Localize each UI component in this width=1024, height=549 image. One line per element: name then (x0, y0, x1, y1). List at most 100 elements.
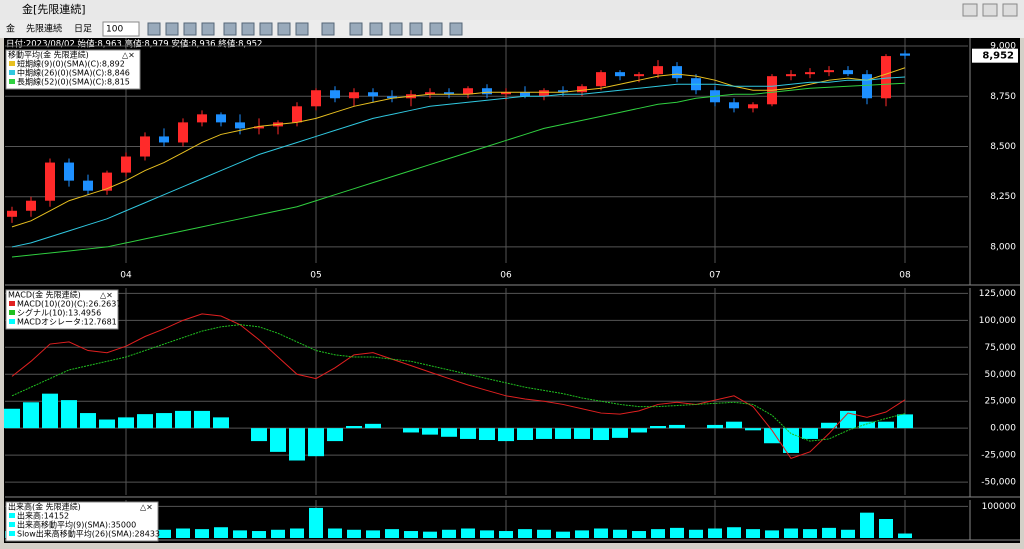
volume-bar (309, 507, 323, 538)
legend-swatch (9, 79, 15, 84)
oscillator-bar (726, 421, 742, 429)
count-value: 100 (106, 25, 123, 35)
volume-bar (328, 528, 342, 538)
oscillator-bar (631, 428, 647, 433)
candle-body (7, 210, 17, 217)
candle-body (482, 88, 492, 95)
oscillator-bar (42, 393, 58, 429)
x-tick-label: 05 (310, 271, 321, 281)
last-price-box (972, 48, 1018, 63)
minimize-button[interactable] (962, 3, 978, 17)
candle-body (83, 180, 93, 191)
oscillator-bar (878, 421, 894, 429)
oscillator-bar (118, 417, 134, 429)
series-line (11, 76, 906, 248)
y-tick-label: 0.000 (990, 424, 1016, 434)
oscillator-bar (346, 426, 362, 429)
legend-swatch (9, 531, 15, 536)
toolbar (0, 20, 1024, 38)
candle-body (748, 104, 758, 109)
volume-bar (670, 527, 684, 538)
volume-bar (860, 512, 874, 538)
legend-swatch (9, 522, 15, 527)
legend-close: △× (122, 51, 135, 60)
oscillator-bar (308, 428, 324, 457)
y-tick-label: 125,000 (979, 289, 1016, 299)
series-line (11, 82, 906, 258)
candle-body (45, 162, 55, 201)
oscillator-bar (213, 417, 229, 429)
oscillator-bar (859, 421, 875, 429)
count-input[interactable] (102, 21, 140, 37)
oscillator-bar (593, 428, 609, 441)
oscillator-bar (137, 414, 153, 429)
candle-body (292, 106, 302, 123)
chart-background (4, 38, 1020, 543)
candle-body (577, 86, 587, 93)
legend-entry: シグナル(10):13.4956 (17, 308, 101, 318)
y-tick-label: 8,000 (990, 242, 1016, 252)
legend-swatch (9, 513, 15, 518)
volume-bar (708, 528, 722, 538)
oscillator-bar (802, 428, 818, 439)
toolbar-icons (147, 22, 463, 36)
ohlc-info: 日付:2023/08/02 始値:8,963 高値:8,979 安値:8,936… (6, 39, 262, 50)
toolbar-item[interactable]: 日足 (74, 24, 92, 35)
toolbar-item[interactable]: 先限連続 (26, 23, 62, 35)
oscillator-bar (23, 402, 39, 429)
y-tick-label: 75,000 (985, 343, 1017, 353)
volume-bar (689, 529, 703, 538)
oscillator-bar (745, 428, 761, 431)
oscillator-bar (669, 424, 685, 429)
candle-body (254, 126, 264, 129)
oscillator-bar (555, 428, 571, 439)
volume-bar (404, 531, 418, 538)
oscillator-bar (175, 410, 191, 429)
volume-bar (784, 528, 798, 538)
toolbar-item[interactable]: 金 (6, 23, 15, 35)
volume-bar (556, 531, 570, 538)
oscillator-bar (194, 410, 210, 429)
volume-bar (176, 528, 190, 538)
legend-title: 移動平均(金 先限連続) (8, 50, 89, 60)
legend-close: △× (100, 291, 113, 300)
candle-body (311, 90, 321, 107)
volume-bar (575, 530, 589, 538)
oscillator-bar (536, 428, 552, 439)
volume-bar (537, 529, 551, 538)
volume-bar (195, 529, 209, 538)
y-tick-label: 8,250 (990, 192, 1016, 202)
oscillator-bar (422, 428, 438, 435)
legend-box (5, 501, 159, 542)
candle-body (824, 70, 834, 73)
oscillator-bar (460, 428, 476, 439)
oscillator-bar (897, 414, 913, 429)
series-line (11, 324, 906, 442)
volume-bar (157, 529, 171, 538)
candle-body (862, 74, 872, 99)
oscillator-bar (441, 428, 457, 437)
oscillator-bar (574, 428, 590, 439)
oscillator-bar (156, 413, 172, 429)
candle-body (520, 92, 530, 97)
legend-box (5, 289, 119, 330)
legend-entry: MACD(10)(20)(C):26.2637 (17, 300, 121, 309)
candle-body (197, 114, 207, 123)
volume-bar (803, 529, 817, 538)
candle-body (140, 136, 150, 157)
maximize-button[interactable] (982, 3, 998, 17)
volume-bar (632, 531, 646, 538)
candle-body (615, 72, 625, 77)
y-tick-label: 8,750 (990, 92, 1016, 102)
candle-body (672, 66, 682, 79)
oscillator-bar (327, 428, 343, 442)
volume-bar (366, 530, 380, 538)
candle-body (425, 92, 435, 95)
close-button[interactable] (1002, 3, 1018, 17)
candle-body (900, 53, 910, 56)
legend-entry: 長期線(52)(0)(SMA)(C):8,815 (17, 77, 130, 87)
candle-body (349, 92, 359, 99)
y-tick-label: 8,500 (990, 142, 1016, 152)
x-tick-label: 04 (120, 271, 132, 281)
